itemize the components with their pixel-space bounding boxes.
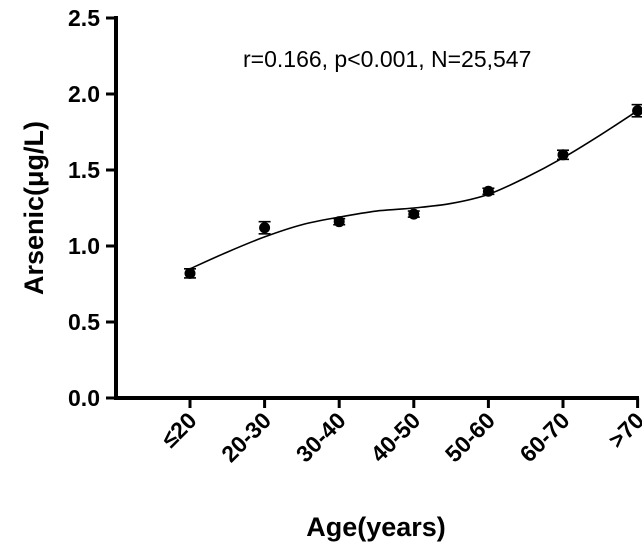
x-tick-label-5: 60-70: [515, 407, 575, 467]
stats-annotation: r=0.166, p<0.001, N=25,547: [243, 46, 531, 72]
y-ticks: 0.0 0.5 1.0 1.5 2.0 2.5: [68, 5, 116, 411]
y-axis-title: Arsenic(μg/L): [19, 121, 49, 295]
y-tick-label-2: 1.0: [68, 233, 100, 259]
fit-curve: [189, 110, 639, 270]
y-tick-label-4: 2.0: [68, 81, 100, 107]
x-tick-label-1: 20-30: [216, 407, 276, 467]
x-tick-label-0: ≤20: [156, 407, 201, 452]
data-point-4: [482, 185, 494, 197]
x-tick-label-3: 40-50: [365, 407, 425, 467]
data-point-3: [408, 208, 420, 220]
data-points: [184, 103, 642, 279]
x-axis-title: Age(years): [306, 512, 446, 542]
y-tick-label-3: 1.5: [68, 157, 100, 183]
y-tick-label-1: 0.5: [68, 309, 100, 335]
x-tick-label-2: 30-40: [291, 407, 351, 467]
data-point-2: [333, 216, 345, 228]
x-tick-label-4: 50-60: [440, 407, 500, 467]
y-tick-label-0: 0.0: [68, 385, 100, 411]
x-ticks: ≤20 20-30 30-40 40-50 50-60 60-70 >70: [156, 398, 642, 467]
data-point-5: [557, 149, 569, 161]
x-tick-label-6: >70: [603, 407, 642, 453]
data-point-0: [184, 267, 196, 279]
y-tick-label-5: 2.5: [68, 5, 100, 31]
data-point-1: [259, 222, 271, 234]
data-point-6: [632, 105, 642, 117]
